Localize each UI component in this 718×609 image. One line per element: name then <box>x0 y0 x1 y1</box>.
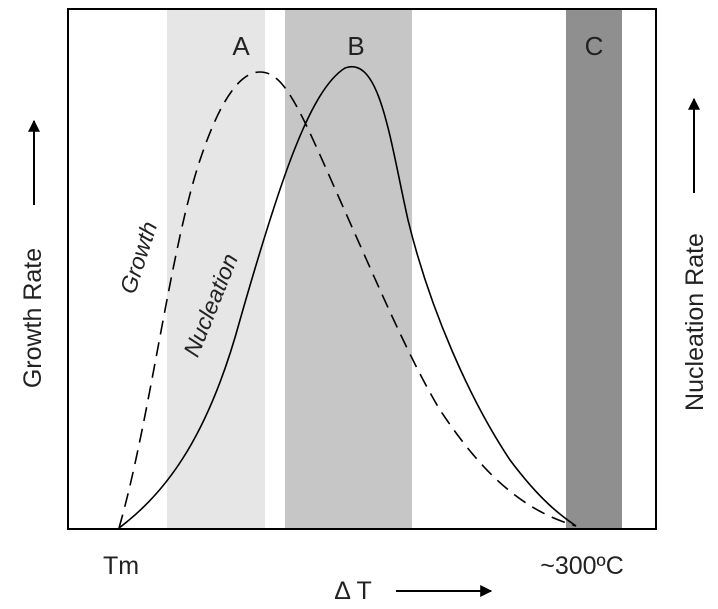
zone-a-band <box>167 9 265 529</box>
nucleation-curve <box>118 65 577 529</box>
zone-c-label: C <box>585 31 604 61</box>
x-axis-label: Δ T <box>334 577 372 605</box>
zone-b-label: B <box>347 31 364 61</box>
x-tick-end: ~300ºC <box>540 552 624 580</box>
left-axis-label: Growth Rate <box>19 248 47 388</box>
zone-c-band <box>566 9 622 529</box>
zone-a-label: A <box>232 31 250 61</box>
growth-curve <box>118 71 577 529</box>
growth-curve-label: Growth <box>115 218 163 297</box>
zone-b-band <box>285 9 412 529</box>
x-tick-start: Tm <box>103 552 139 580</box>
right-axis-label: Nucleation Rate <box>681 233 709 411</box>
plot-frame <box>67 8 657 530</box>
